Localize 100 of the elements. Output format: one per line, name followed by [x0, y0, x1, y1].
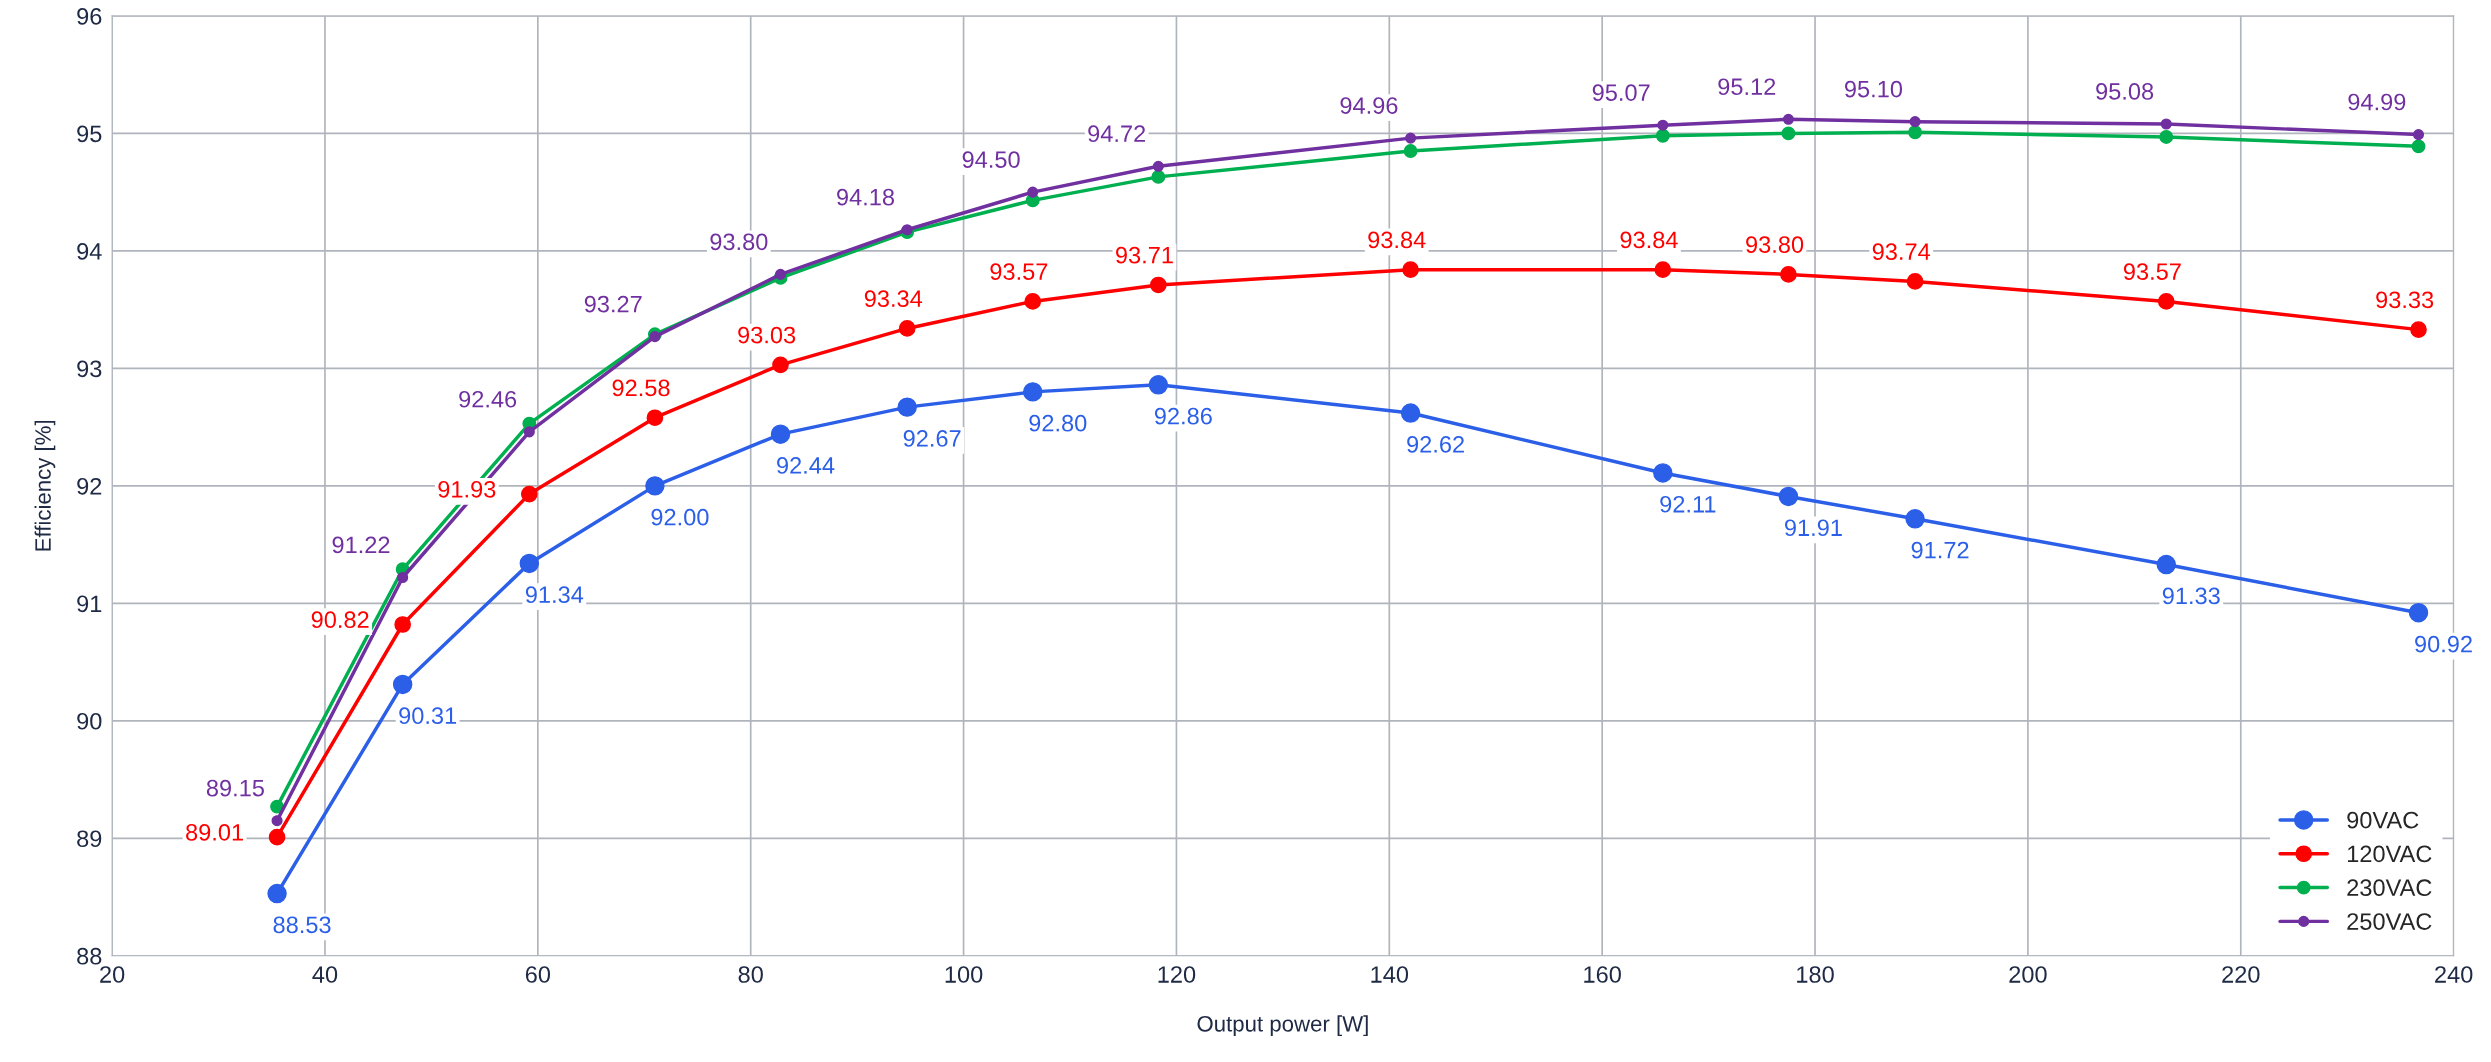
- data-label: 93.71: [1116, 246, 1173, 264]
- x-tick-label: 220: [2222, 966, 2260, 983]
- data-label: 89.15: [206, 779, 264, 797]
- x-tick-label: 240: [2435, 966, 2473, 983]
- point: [2159, 129, 2174, 144]
- y-tick-label: 90: [77, 712, 102, 730]
- data-label: 91.34: [525, 586, 584, 604]
- point: [897, 397, 917, 417]
- point: [898, 320, 916, 337]
- data-label: 92.00: [651, 508, 709, 526]
- point: [1027, 186, 1039, 198]
- data-label: 93.84: [1368, 231, 1426, 249]
- point: [523, 426, 535, 438]
- point: [1906, 273, 1924, 290]
- point: [1405, 132, 1417, 144]
- point: [1148, 375, 1169, 395]
- data-label: 95.08: [2096, 83, 2154, 100]
- y-tick-label: 93: [77, 360, 102, 378]
- point: [649, 331, 661, 343]
- data-label: 91.72: [1911, 541, 1969, 559]
- y-tick-label: 94: [77, 242, 102, 260]
- point: [1152, 160, 1164, 172]
- point: [392, 674, 413, 695]
- data-label: 92.62: [1407, 435, 1464, 453]
- data-label: 93.03: [738, 326, 796, 344]
- data-label: 93.27: [584, 295, 642, 313]
- legend-label: 120VAC: [2347, 845, 2432, 863]
- y-tick-label: 95: [77, 125, 102, 143]
- data-label: 93.74: [1872, 243, 1931, 260]
- point: [267, 883, 287, 904]
- data-label: 92.67: [903, 430, 961, 447]
- data-label: 90.92: [2415, 635, 2472, 653]
- y-tick-label: 91: [77, 595, 102, 613]
- data-label: 94.99: [2348, 93, 2406, 111]
- x-tick-label: 160: [1584, 966, 1621, 983]
- data-label: 90.82: [311, 611, 369, 629]
- point: [645, 476, 665, 496]
- x-tick-label: 40: [312, 966, 338, 983]
- point: [901, 224, 913, 236]
- data-label: 91.33: [2162, 587, 2220, 605]
- x-tick-label: 60: [525, 966, 551, 983]
- point: [1151, 169, 1166, 184]
- y-tick-label: 88: [77, 947, 102, 965]
- data-label: 94.72: [1088, 125, 1146, 143]
- point: [520, 485, 538, 503]
- point: [772, 356, 789, 374]
- point: [1655, 128, 1670, 143]
- point: [1403, 144, 1418, 158]
- point: [1654, 261, 1672, 279]
- y-tick-label: 92: [77, 477, 102, 495]
- point: [2411, 139, 2426, 154]
- data-label: 92.11: [1660, 495, 1716, 513]
- data-label: 95.10: [1844, 80, 1903, 98]
- point: [1782, 113, 1794, 125]
- x-tick-label: 20: [100, 966, 125, 983]
- x-axis-title: Output power [W]: [1197, 1015, 1368, 1037]
- legend-label: 230VAC: [2347, 879, 2432, 897]
- point: [774, 268, 787, 280]
- data-label: 92.80: [1029, 414, 1087, 432]
- data-label: 91.91: [1784, 519, 1842, 537]
- x-tick-label: 120: [1158, 966, 1196, 983]
- data-label: 92.44: [777, 457, 835, 474]
- point: [2412, 129, 2425, 141]
- data-label: 93.57: [990, 263, 1048, 280]
- point: [1905, 509, 1925, 529]
- data-label: 94.18: [837, 188, 895, 206]
- data-label: 93.80: [1746, 236, 1804, 253]
- x-tick-label: 80: [738, 966, 763, 983]
- data-label: 93.80: [710, 233, 768, 251]
- data-label: 95.12: [1718, 78, 1776, 96]
- x-tick-label: 100: [945, 966, 983, 983]
- legend-label: 90VAC: [2347, 811, 2419, 829]
- data-label: 93.33: [2376, 291, 2434, 309]
- point: [1781, 126, 1796, 141]
- point: [1908, 125, 1923, 140]
- point: [770, 424, 791, 444]
- data-label: 94.50: [962, 151, 1020, 168]
- data-label: 90.31: [399, 707, 457, 725]
- point: [1150, 276, 1167, 294]
- point: [268, 828, 286, 846]
- x-tick-label: 200: [2009, 966, 2047, 983]
- legend-label: 250VAC: [2347, 913, 2432, 930]
- data-label: 89.01: [186, 823, 243, 841]
- point: [1780, 266, 1797, 283]
- point: [1909, 116, 1921, 128]
- point: [519, 553, 540, 574]
- data-label: 93.57: [2123, 263, 2181, 280]
- point: [2157, 293, 2175, 310]
- point: [1400, 403, 1421, 423]
- y-tick-label: 96: [77, 8, 102, 25]
- point: [394, 616, 411, 633]
- point: [397, 571, 409, 584]
- data-label: 88.53: [273, 916, 331, 934]
- point: [1402, 261, 1419, 279]
- y-axis-title: Efficiency [%]: [34, 420, 56, 551]
- point: [1024, 293, 1042, 310]
- x-tick-label: 180: [1797, 966, 1834, 983]
- point: [2160, 118, 2172, 130]
- data-label: 95.07: [1592, 84, 1650, 101]
- data-label: 93.34: [864, 290, 923, 307]
